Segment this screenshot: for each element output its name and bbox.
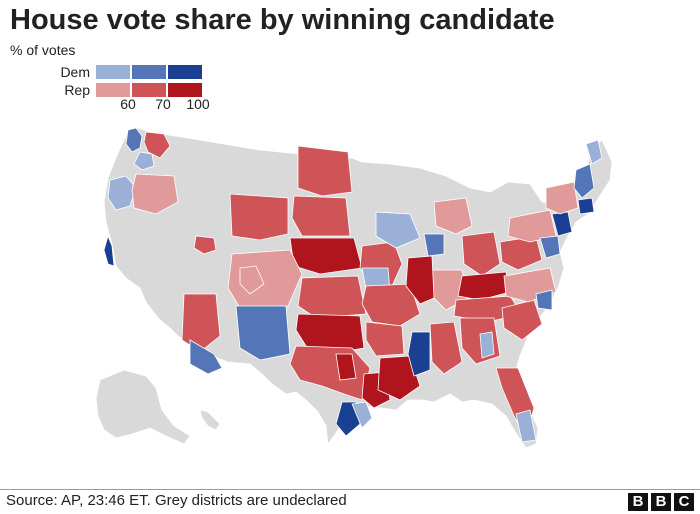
district-va-north <box>539 235 561 259</box>
district-il-chicago <box>423 233 445 257</box>
district-me <box>585 139 603 165</box>
district-az-south <box>189 339 223 375</box>
district-ct-ri <box>577 197 595 215</box>
district-nm <box>235 305 291 361</box>
legend-tick-70: 70 <box>155 96 171 112</box>
district-wi-west <box>375 211 421 249</box>
district-ny <box>545 181 579 215</box>
us-house-map <box>90 118 690 493</box>
bbc-logo: B B C <box>628 493 694 511</box>
bbc-logo-c: C <box>674 493 694 511</box>
district-new-england <box>573 163 595 199</box>
map-svg <box>95 127 613 449</box>
legend-swatch-rep-70 <box>132 83 166 97</box>
source-note: Source: AP, 23:46 ET. Grey districts are… <box>6 492 347 509</box>
district-co <box>227 249 303 309</box>
bbc-logo-b1: B <box>628 493 648 511</box>
district-ks <box>297 275 367 319</box>
footer-divider <box>0 489 700 490</box>
district-ms-delta <box>407 331 431 377</box>
district-or-east <box>131 173 179 215</box>
legend-label-dem: Dem <box>60 64 90 80</box>
legend-row-rep: Rep <box>10 82 204 98</box>
district-wy <box>229 193 289 241</box>
legend-swatch-dem-70 <box>132 65 166 79</box>
legend-tick-100: 100 <box>186 96 210 112</box>
district-ar <box>365 321 405 357</box>
page-title: House vote share by winning candidate <box>10 4 555 36</box>
district-tx-dallas <box>335 353 357 381</box>
district-az-north <box>181 293 221 353</box>
map-district-layer <box>103 127 603 443</box>
district-fl-south <box>515 409 537 443</box>
district-nc-east <box>535 289 553 311</box>
legend-ticks: 60 70 100 <box>10 96 210 114</box>
legend-row-dem: Dem <box>10 64 204 80</box>
map-hawaii <box>199 409 221 431</box>
district-wa-sw <box>133 151 155 171</box>
district-nd <box>297 145 353 197</box>
district-la <box>377 355 421 401</box>
district-id <box>193 235 217 255</box>
district-oh <box>461 231 501 277</box>
district-ky <box>457 271 511 301</box>
district-tx-coast <box>351 401 373 429</box>
district-ca-bay <box>103 234 115 267</box>
legend-swatch-rep-60 <box>96 83 130 97</box>
district-mi <box>433 197 473 235</box>
legend-tick-60: 60 <box>120 96 136 112</box>
district-sd <box>291 195 351 237</box>
legend-label-rep: Rep <box>64 82 90 98</box>
district-tx-valley <box>335 401 361 437</box>
district-or-west <box>107 175 137 211</box>
bbc-logo-b2: B <box>651 493 671 511</box>
district-ga-atl <box>479 331 495 359</box>
legend-swatch-rep-100 <box>168 83 202 97</box>
district-al <box>429 321 463 375</box>
district-co-east <box>239 265 265 295</box>
map-alaska <box>95 369 191 445</box>
district-wa-seattle <box>125 127 143 153</box>
district-wa-east <box>143 131 171 159</box>
legend-swatch-dem-60 <box>96 65 130 79</box>
legend-swatch-dem-100 <box>168 65 202 79</box>
legend-subtitle: % of votes <box>10 42 76 58</box>
